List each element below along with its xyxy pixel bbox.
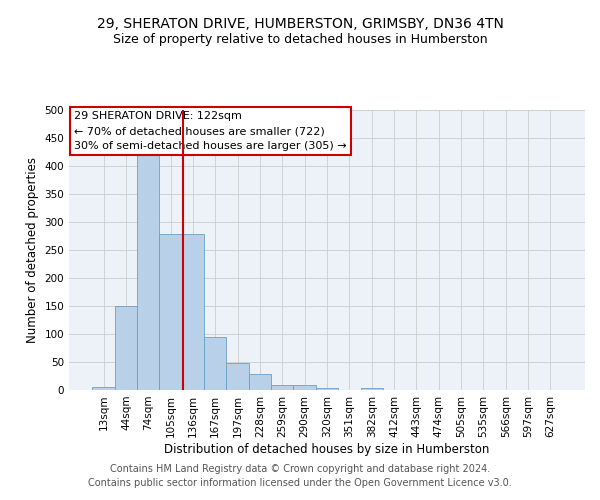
Bar — [115, 306, 137, 390]
Bar — [92, 387, 115, 390]
Bar — [160, 234, 182, 390]
Bar — [271, 385, 293, 390]
X-axis label: Distribution of detached houses by size in Humberston: Distribution of detached houses by size … — [164, 442, 490, 456]
Text: 29 SHERATON DRIVE: 122sqm
← 70% of detached houses are smaller (722)
30% of semi: 29 SHERATON DRIVE: 122sqm ← 70% of detac… — [74, 112, 347, 151]
Bar — [182, 234, 204, 390]
Text: Size of property relative to detached houses in Humberston: Size of property relative to detached ho… — [113, 32, 487, 46]
Bar — [204, 337, 226, 390]
Text: 29, SHERATON DRIVE, HUMBERSTON, GRIMSBY, DN36 4TN: 29, SHERATON DRIVE, HUMBERSTON, GRIMSBY,… — [97, 18, 503, 32]
Bar — [316, 388, 338, 390]
Bar — [361, 388, 383, 390]
Bar — [293, 385, 316, 390]
Bar — [226, 363, 249, 390]
Bar — [137, 155, 160, 390]
Bar — [249, 374, 271, 390]
Text: Contains HM Land Registry data © Crown copyright and database right 2024.
Contai: Contains HM Land Registry data © Crown c… — [88, 464, 512, 487]
Y-axis label: Number of detached properties: Number of detached properties — [26, 157, 39, 343]
